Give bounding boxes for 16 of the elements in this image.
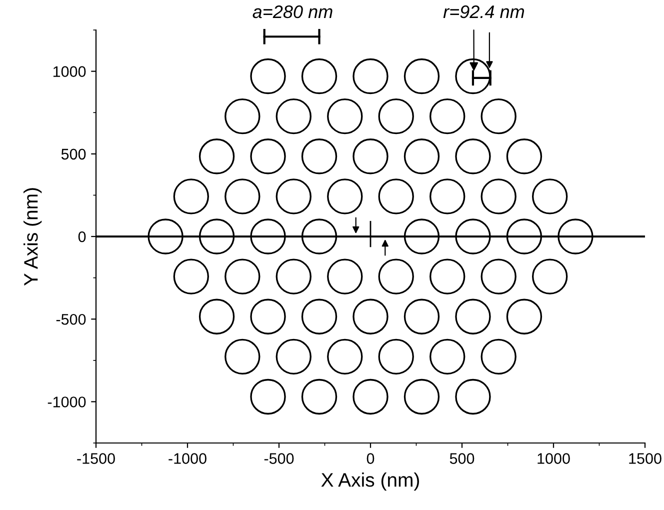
y-tick-label: 1000 xyxy=(53,66,86,77)
x-tick-label: -1500 xyxy=(77,453,115,464)
y-tick-label: 0 xyxy=(78,231,86,242)
y-tick-label: 500 xyxy=(61,148,86,160)
x-tick-label: -1000 xyxy=(168,453,206,464)
y-axis-title: Y Axis (nm) xyxy=(24,188,42,286)
y-tick-label: -1000 xyxy=(48,396,86,408)
x-axis-title: X Axis (nm) xyxy=(321,472,419,491)
annotation: r=92.4 nm xyxy=(443,5,524,18)
x-tick-label: 1500 xyxy=(629,453,662,464)
x-tick-label: 1000 xyxy=(538,453,570,464)
text: a=280 nm xyxy=(252,5,332,18)
x-tick-label: 500 xyxy=(450,453,474,464)
y-tick-label: -500 xyxy=(56,314,86,325)
x-tick-label: 0 xyxy=(366,453,374,464)
x-tick-label: -500 xyxy=(264,453,294,464)
